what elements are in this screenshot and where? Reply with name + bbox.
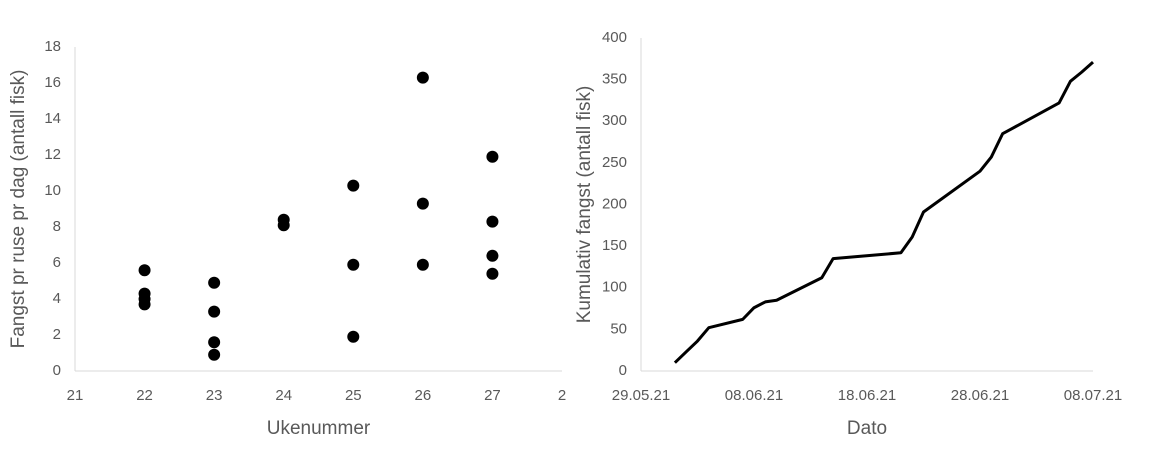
y-tick-label: 18 xyxy=(44,38,61,55)
point xyxy=(138,264,151,277)
x-tick-label: 08.07.21 xyxy=(1064,387,1122,404)
x-tick-label: 24 xyxy=(275,387,292,404)
y-tick-label: 300 xyxy=(602,112,627,129)
point xyxy=(416,71,429,84)
y-axis-title: Fangst pr ruse pr dag (antall fisk) xyxy=(8,70,29,349)
y-tick-label: 100 xyxy=(602,279,627,296)
x-tick-label: 29.05.21 xyxy=(612,387,670,404)
y-tick-label: 350 xyxy=(602,71,627,88)
y-tick-label: 2 xyxy=(53,326,61,343)
point xyxy=(208,336,221,349)
y-tick-label: 200 xyxy=(602,195,627,212)
y-tick-label: 6 xyxy=(53,254,61,271)
x-tick-label: 27 xyxy=(484,387,501,404)
x-axis-title: Ukenummer xyxy=(267,418,371,439)
x-tick-label: 21 xyxy=(67,387,84,404)
y-tick-label: 150 xyxy=(602,237,627,254)
y-axis-title: Kumulativ fangst (antall fisk) xyxy=(574,86,595,324)
point xyxy=(486,215,499,228)
point xyxy=(486,267,499,280)
y-tick-label: 0 xyxy=(619,362,627,379)
x-tick-label: 28.06.21 xyxy=(951,387,1009,404)
x-tick-label: 25 xyxy=(345,387,362,404)
point xyxy=(416,258,429,271)
point xyxy=(486,249,499,262)
y-tick-label: 4 xyxy=(53,290,61,307)
y-tick-label: 16 xyxy=(44,74,61,91)
point xyxy=(208,348,221,361)
y-tick-label: 10 xyxy=(44,182,61,199)
point xyxy=(486,150,499,163)
x-tick-label: 18.06.21 xyxy=(838,387,896,404)
x-tick-label: 2 xyxy=(558,387,566,404)
line xyxy=(673,61,1094,364)
y-tick-label: 12 xyxy=(44,146,61,163)
point xyxy=(208,305,221,318)
y-tick-label: 8 xyxy=(53,218,61,235)
y-tick-label: 0 xyxy=(53,362,61,379)
point xyxy=(347,330,360,343)
y-tick-label: 50 xyxy=(610,320,627,337)
y-tick-label: 14 xyxy=(44,110,61,127)
x-axis-title: Dato xyxy=(847,418,887,439)
x-tick-label: 08.06.21 xyxy=(725,387,783,404)
y-tick-label: 250 xyxy=(602,154,627,171)
point xyxy=(347,179,360,192)
point xyxy=(277,219,290,232)
x-tick-label: 23 xyxy=(206,387,223,404)
y-tick-label: 400 xyxy=(602,29,627,46)
point xyxy=(416,197,429,210)
point xyxy=(138,298,151,311)
x-tick-label: 22 xyxy=(136,387,153,404)
point xyxy=(208,276,221,289)
point xyxy=(347,258,360,271)
x-tick-label: 26 xyxy=(415,387,432,404)
